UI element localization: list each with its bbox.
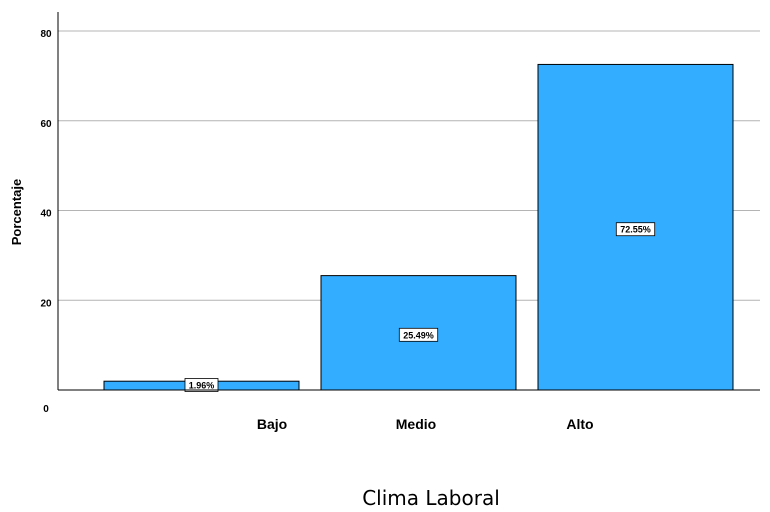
data-label-box — [184, 378, 219, 392]
y-axis-title: Porcentaje — [9, 179, 24, 245]
y-tick-label: 40 — [40, 209, 52, 220]
x-tick-label: Medio — [396, 416, 436, 432]
y-tick-label: 0 — [43, 404, 49, 415]
y-tick-label: 20 — [40, 298, 52, 309]
x-tick-label: Bajo — [257, 416, 287, 432]
y-axis-ticks: 0 20 40 60 80 — [40, 29, 52, 415]
y-tick-label: 80 — [40, 29, 52, 40]
x-axis-title: Clima Laboral — [362, 486, 500, 510]
x-axis-categories: Bajo Medio Alto — [257, 416, 594, 432]
data-label: 1.96% — [189, 381, 215, 391]
y-tick-label: 60 — [40, 119, 52, 130]
data-label: 25.49% — [403, 330, 434, 340]
data-label-box — [615, 222, 656, 237]
data-labels: 1.96% 25.49% 72.55% — [184, 222, 656, 392]
data-label-box — [398, 327, 439, 342]
x-tick-label: Alto — [566, 416, 593, 432]
data-label: 72.55% — [620, 225, 651, 235]
